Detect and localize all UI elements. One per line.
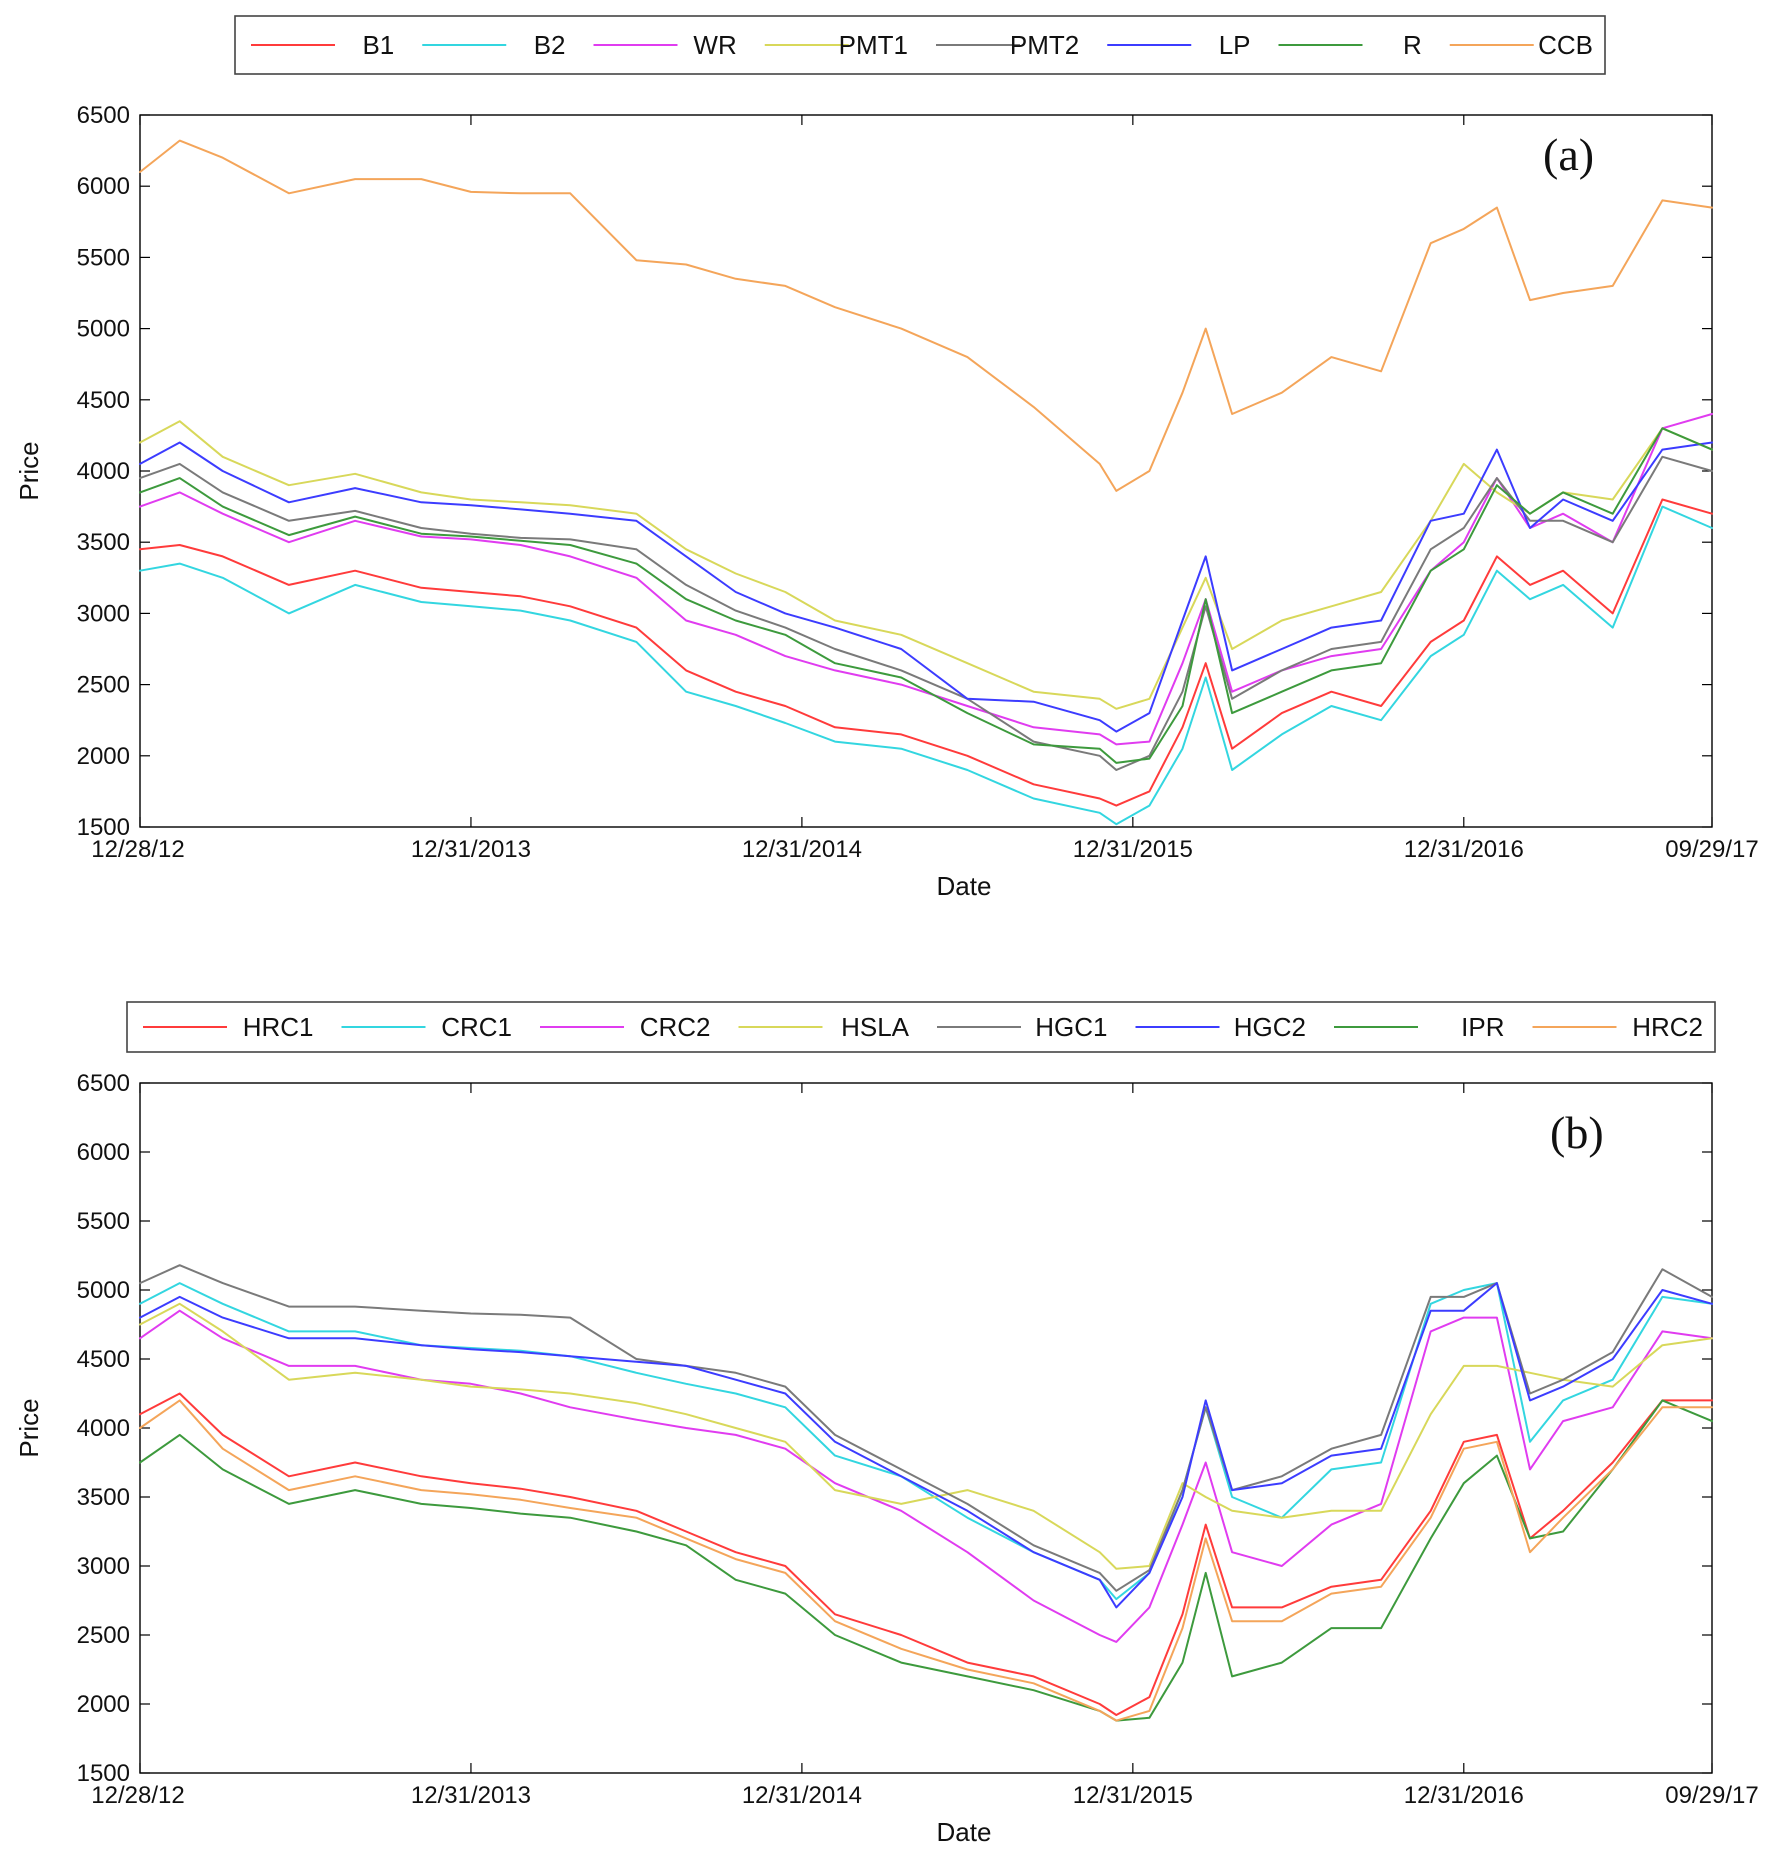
- series-line-pmt1: [139, 420, 1713, 710]
- x-axis-title: Date: [937, 871, 992, 901]
- series-line-hgc1: [139, 1264, 1713, 1592]
- y-tick-label: 5000: [77, 316, 130, 343]
- series-line-ipr: [139, 1399, 1713, 1722]
- legend-label-wr: WR: [693, 30, 736, 60]
- panel-label: (a): [1543, 129, 1594, 180]
- panel-label: (b): [1550, 1107, 1604, 1158]
- legend-label-pmt2: PMT2: [1010, 30, 1079, 60]
- legend-label-lp: LP: [1219, 30, 1251, 60]
- y-tick-label: 5500: [77, 1208, 130, 1235]
- series-line-b1: [139, 498, 1713, 807]
- y-tick-label: 2000: [77, 1691, 130, 1718]
- series-line-hgc2: [139, 1282, 1713, 1609]
- x-tick-label: 12/31/2014: [742, 1782, 862, 1809]
- y-tick-label: 6000: [77, 173, 130, 200]
- x-axis-title: Date: [937, 1817, 992, 1847]
- x-tick-label: 12/31/2014: [742, 836, 862, 863]
- series-line-hrc2: [139, 1399, 1713, 1722]
- chart-panel-b: 1500 2000 2500 3000 3500 4000 4500 5000 5500 6000…: [14, 1001, 1759, 1847]
- y-tick-label: 2500: [77, 672, 130, 699]
- y-tick-label: 6500: [77, 102, 130, 129]
- y-tick-label: 2500: [77, 1622, 130, 1649]
- series-line-crc1: [139, 1282, 1713, 1601]
- series-line-wr: [139, 413, 1713, 746]
- series-line-r: [139, 427, 1713, 764]
- series-line-hsla: [139, 1302, 1713, 1570]
- legend-label-hrc1: HRC1: [243, 1012, 314, 1042]
- y-tick-label: 1500: [77, 814, 130, 841]
- legend-label-hgc1: HGC1: [1035, 1012, 1107, 1042]
- legend-label-ccb: CCB: [1538, 30, 1593, 60]
- y-axis-title: Price: [14, 1398, 44, 1457]
- y-tick-label: 3500: [77, 1484, 130, 1511]
- chart-panel-a: 1500 2000 2500 3000 3500 4000 4500 5000 5500 6000…: [14, 15, 1759, 901]
- x-tick-label: 12/31/2015: [1073, 836, 1193, 863]
- x-tick-label: 09/29/17: [1665, 836, 1758, 863]
- legend-label-crc2: CRC2: [640, 1012, 711, 1042]
- x-tick-label: 12/31/2013: [411, 1782, 531, 1809]
- y-axis-title: Price: [14, 441, 44, 500]
- y-tick-label: 6000: [77, 1139, 130, 1166]
- series-line-pmt2: [139, 455, 1713, 771]
- legend-label-hrc2: HRC2: [1632, 1012, 1703, 1042]
- x-tick-label: 12/28/12: [91, 836, 184, 863]
- y-tick-label: 1500: [77, 1760, 130, 1787]
- legend-label-ipr: IPR: [1461, 1012, 1504, 1042]
- series-line-crc2: [139, 1309, 1713, 1643]
- series-line-ccb: [139, 139, 1713, 492]
- y-tick-label: 4500: [77, 387, 130, 414]
- legend-label-r: R: [1403, 30, 1422, 60]
- legend-label-hgc2: HGC2: [1234, 1012, 1306, 1042]
- legend-label-hsla: HSLA: [841, 1012, 910, 1042]
- y-tick-label: 3000: [77, 1553, 130, 1580]
- x-tick-label: 12/31/2016: [1404, 1782, 1524, 1809]
- y-tick-label: 6500: [77, 1070, 130, 1097]
- y-tick-label: 4000: [77, 458, 130, 485]
- series-line-hrc1: [139, 1392, 1713, 1716]
- y-tick-label: 2000: [77, 743, 130, 770]
- y-tick-label: 4000: [77, 1415, 130, 1442]
- legend-label-pmt1: PMT1: [839, 30, 908, 60]
- y-tick-label: 3000: [77, 600, 130, 627]
- y-tick-label: 5500: [77, 244, 130, 271]
- y-tick-label: 5000: [77, 1277, 130, 1304]
- x-tick-label: 09/29/17: [1665, 1782, 1758, 1809]
- y-tick-label: 4500: [77, 1346, 130, 1373]
- x-tick-label: 12/31/2013: [411, 836, 531, 863]
- y-tick-label: 3500: [77, 529, 130, 556]
- plot-area-frame: [139, 1082, 1713, 1774]
- legend-label-b2: B2: [534, 30, 566, 60]
- legend-label-b1: B1: [362, 30, 394, 60]
- x-tick-label: 12/28/12: [91, 1782, 184, 1809]
- series-line-b2: [139, 505, 1713, 826]
- x-tick-label: 12/31/2016: [1404, 836, 1524, 863]
- legend-label-crc1: CRC1: [441, 1012, 512, 1042]
- series-line-lp: [139, 441, 1713, 733]
- x-tick-label: 12/31/2015: [1073, 1782, 1193, 1809]
